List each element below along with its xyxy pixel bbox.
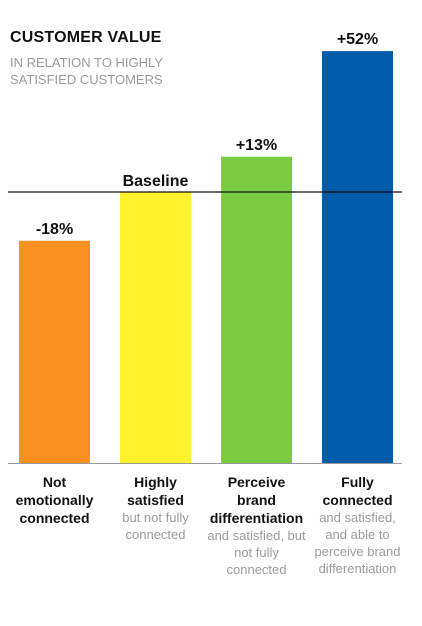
chart-title: CUSTOMER VALUE <box>10 29 162 46</box>
category-label-not-connected: Not emotionally connected <box>5 473 105 527</box>
bars-group <box>19 51 393 464</box>
category-detail: and satisfied, and able to perceive bran… <box>314 510 401 576</box>
value-label-3: +13% <box>236 137 277 154</box>
value-labels-group: -18% +13% +52% <box>36 31 378 238</box>
category-detail: and satisfied, but not fully connected <box>207 528 306 577</box>
baseline-label: Baseline <box>123 173 189 190</box>
category-title: Highly satisfied <box>127 474 184 508</box>
category-detail: but not fully connected <box>122 510 189 542</box>
category-title: Fully connected <box>322 474 393 508</box>
chart-subtitle: IN RELATION TO HIGHLY SATISFIED CUSTOMER… <box>10 55 163 87</box>
category-title: Not emotionally connected <box>15 474 94 526</box>
category-label-highly-satisfied: Highly satisfied but not fully connected <box>106 473 206 543</box>
category-title: Perceive brand differentiation <box>209 474 304 526</box>
category-label-fully-connected: Fully connected and satisfied, and able … <box>308 473 408 577</box>
category-label-brand-differentiation: Perceive brand differentiation and satis… <box>207 473 307 578</box>
bar-1 <box>19 240 90 463</box>
bar-2 <box>120 192 191 463</box>
value-label-4: +52% <box>337 31 378 48</box>
value-label-1: -18% <box>36 221 73 238</box>
bar-4 <box>322 51 393 464</box>
bar-3 <box>221 156 292 463</box>
